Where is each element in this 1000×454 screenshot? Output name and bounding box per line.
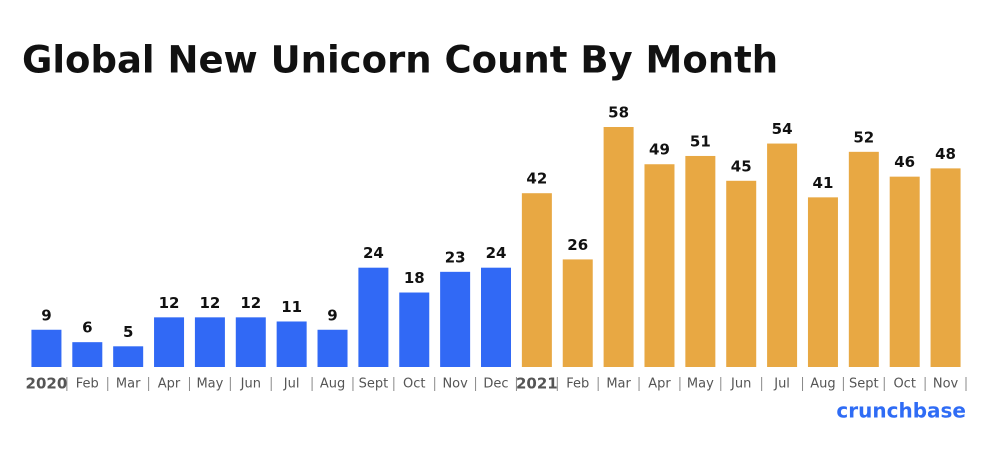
bar	[603, 127, 634, 367]
bar	[358, 267, 389, 367]
value-label: 54	[772, 120, 793, 138]
bar	[930, 168, 961, 367]
bar	[194, 317, 225, 367]
bar	[685, 155, 716, 367]
value-label: 45	[731, 157, 752, 175]
value-label: 48	[935, 145, 956, 163]
x-tick-label: Feb	[76, 377, 99, 392]
x-tick-label: Mar	[116, 377, 141, 392]
bar	[848, 151, 879, 367]
x-tick-label: Jul	[773, 377, 790, 392]
value-label: 12	[240, 294, 261, 312]
x-tick-label: Nov	[933, 377, 959, 392]
value-label: 52	[853, 128, 874, 146]
x-tick-label: Apr	[158, 377, 181, 392]
bar	[644, 164, 675, 367]
bar	[562, 259, 593, 367]
bar	[807, 197, 838, 367]
value-label: 51	[690, 132, 711, 150]
bar	[235, 317, 266, 367]
value-label: 23	[445, 248, 466, 266]
value-label: 18	[404, 269, 425, 287]
value-label: 5	[123, 323, 133, 341]
bar	[726, 180, 757, 367]
x-tick-label: Jun	[730, 377, 751, 392]
x-tick-label: May	[687, 377, 714, 392]
value-label: 24	[363, 244, 384, 262]
x-tick-label: Nov	[442, 377, 468, 392]
value-label: 42	[526, 170, 547, 188]
bar	[72, 342, 103, 367]
x-tick-label: 2021	[516, 375, 558, 393]
value-label: 58	[608, 104, 629, 122]
value-label: 9	[41, 306, 51, 324]
value-label: 12	[199, 294, 220, 312]
value-label: 26	[567, 236, 588, 254]
brand: crunchbase	[836, 399, 966, 423]
x-tick-label: 2020	[26, 375, 68, 393]
bar	[317, 329, 348, 367]
x-tick-label: Jun	[240, 377, 261, 392]
bar	[521, 193, 552, 367]
x-tick-label: Aug	[320, 377, 345, 392]
bar	[113, 346, 144, 367]
value-label: 6	[82, 319, 92, 337]
x-tick-label: May	[196, 377, 223, 392]
chart-title: Global New Unicorn Count By Month	[22, 39, 778, 82]
bar	[154, 317, 185, 367]
bar	[399, 292, 430, 367]
x-tick-label: Sept	[359, 377, 389, 392]
value-label: 24	[486, 244, 507, 262]
x-tick-label: Apr	[648, 377, 671, 392]
bar	[481, 267, 511, 367]
x-tick-label: Sept	[849, 377, 879, 392]
value-label: 12	[159, 294, 180, 312]
x-tick-label: Oct	[893, 377, 915, 392]
bar	[440, 271, 471, 367]
x-tick-label: Aug	[810, 377, 835, 392]
value-label: 49	[649, 141, 670, 159]
value-label: 41	[813, 174, 834, 192]
x-tick-label: Dec	[483, 377, 508, 392]
x-tick-label: Oct	[403, 377, 425, 392]
bar	[889, 176, 920, 367]
x-tick-label: Jul	[283, 377, 300, 392]
value-label: 11	[281, 298, 302, 316]
bar	[31, 329, 62, 367]
value-label: 46	[894, 153, 915, 171]
x-tick-label: Feb	[566, 377, 589, 392]
bar	[767, 143, 798, 367]
value-label: 9	[327, 306, 337, 324]
bar	[276, 321, 307, 367]
x-tick-label: Mar	[606, 377, 631, 392]
